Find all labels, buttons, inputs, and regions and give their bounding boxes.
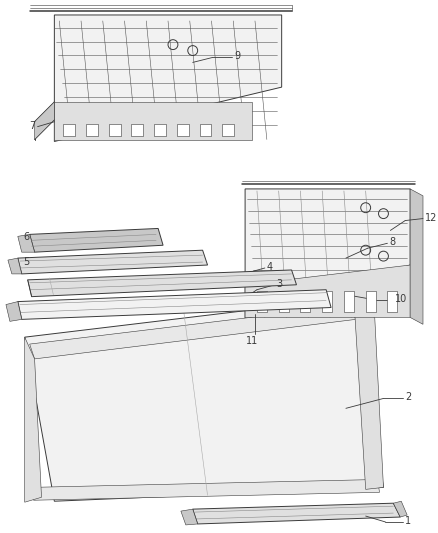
Polygon shape [54, 102, 252, 140]
Text: 3: 3 [277, 279, 283, 289]
Polygon shape [223, 124, 234, 135]
Text: 6: 6 [24, 232, 30, 243]
Polygon shape [28, 270, 297, 297]
Polygon shape [35, 102, 54, 140]
Polygon shape [366, 290, 375, 312]
Polygon shape [322, 290, 332, 312]
Polygon shape [18, 235, 35, 252]
Text: 2: 2 [405, 392, 411, 402]
Polygon shape [25, 297, 383, 501]
Text: 4: 4 [267, 262, 273, 272]
Polygon shape [245, 189, 410, 319]
Polygon shape [344, 290, 354, 312]
Polygon shape [30, 305, 356, 359]
Polygon shape [86, 124, 98, 135]
Text: 9: 9 [234, 52, 240, 61]
Polygon shape [30, 229, 163, 252]
Text: 11: 11 [246, 336, 258, 346]
Polygon shape [193, 503, 400, 524]
Polygon shape [8, 258, 22, 274]
Polygon shape [18, 290, 331, 319]
Polygon shape [109, 124, 120, 135]
Polygon shape [54, 15, 282, 141]
Polygon shape [32, 480, 379, 500]
Polygon shape [131, 124, 143, 135]
Polygon shape [6, 302, 22, 321]
Text: 8: 8 [389, 237, 396, 247]
Polygon shape [279, 290, 289, 312]
Polygon shape [393, 501, 407, 517]
Polygon shape [300, 290, 311, 312]
Text: 5: 5 [23, 257, 30, 267]
Polygon shape [181, 509, 198, 525]
Polygon shape [63, 124, 75, 135]
Polygon shape [154, 124, 166, 135]
Text: 10: 10 [396, 294, 408, 304]
Text: 1: 1 [405, 516, 411, 526]
Polygon shape [257, 290, 267, 312]
Polygon shape [177, 124, 189, 135]
Polygon shape [200, 124, 212, 135]
Text: 7: 7 [29, 120, 35, 131]
Polygon shape [388, 290, 397, 312]
Polygon shape [354, 295, 383, 489]
Text: 12: 12 [425, 213, 438, 223]
Polygon shape [18, 250, 208, 274]
Polygon shape [245, 265, 410, 317]
Polygon shape [410, 189, 423, 324]
Polygon shape [25, 337, 42, 502]
